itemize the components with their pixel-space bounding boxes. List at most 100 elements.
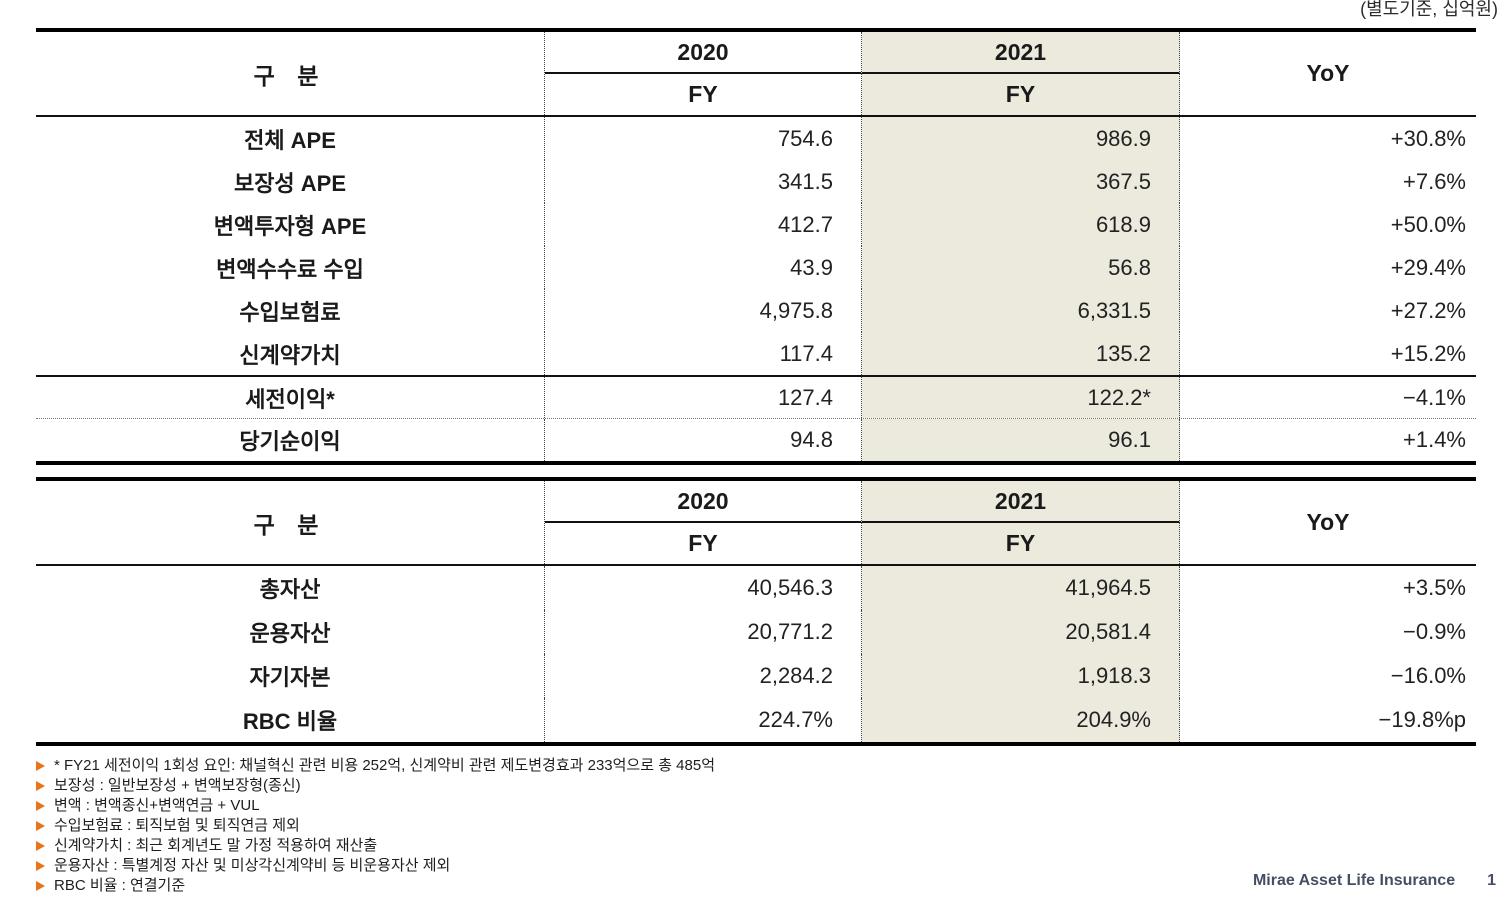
table-row: RBC 비율 224.7% 204.9% −19.8%p — [36, 698, 1476, 742]
header-year-2021: 2021 — [862, 481, 1180, 523]
value-2020: 412.7 — [545, 203, 862, 246]
bullet-triangle-icon — [36, 840, 45, 851]
performance-table: 구 분 2020 2021 YoY FY FY 전체 APE 754.6 986… — [36, 28, 1476, 465]
table-row: 총자산 40,546.3 41,964.5 +3.5% — [36, 566, 1476, 610]
table-row: 신계약가치 117.4 135.2 +15.2% — [36, 332, 1476, 375]
footnote-text: 신계약가치 : 최근 회계년도 말 가정 적용하여 재산출 — [54, 837, 378, 854]
table-row: 자기자본 2,284.2 1,918.3 −16.0% — [36, 654, 1476, 698]
footnote-text: 운용자산 : 특별계정 자산 및 미상각신계약비 등 비운용자산 제외 — [54, 857, 451, 874]
value-2021: 367.5 — [862, 160, 1180, 203]
row-label: 세전이익* — [36, 377, 545, 418]
value-yoy: −0.9% — [1403, 619, 1466, 644]
header-year-2021: 2021 — [862, 32, 1180, 74]
value-2020: 224.7% — [545, 698, 862, 742]
performance-table-header: 구 분 2020 2021 YoY FY FY — [36, 32, 1476, 117]
footnote-item: 변액 : 변액종신+변액연금 + VUL — [36, 798, 715, 814]
footnote-text: RBC 비율 : 연결기준 — [54, 877, 186, 894]
value-2021: 20,581.4 — [862, 610, 1180, 654]
footnote-text: 변액 : 변액종신+변액연금 + VUL — [54, 797, 260, 814]
footnote-item: * FY21 세전이익 1회성 요인: 채널혁신 관련 비용 252억, 신계약… — [36, 758, 715, 774]
value-yoy: −4.1% — [1403, 384, 1466, 410]
value-2020: 117.4 — [545, 332, 862, 375]
table-row: 변액수수료 수입 43.9 56.8 +29.4% — [36, 246, 1476, 289]
value-2021: 41,964.5 — [862, 566, 1180, 610]
value-2021: 96.1 — [862, 419, 1180, 461]
header-yoy: YoY — [1306, 509, 1350, 535]
row-label: RBC 비율 — [36, 698, 545, 742]
header-yoy: YoY — [1306, 60, 1350, 86]
value-2020: 94.8 — [545, 419, 862, 461]
bullet-triangle-icon — [36, 800, 45, 811]
bullet-triangle-icon — [36, 860, 45, 871]
unit-note: (별도기준, 십억원) — [1360, 0, 1498, 19]
page-number: 1 — [1487, 872, 1496, 889]
value-2021: 56.8 — [862, 246, 1180, 289]
bullet-triangle-icon — [36, 880, 45, 891]
value-yoy: −19.8%p — [1378, 707, 1466, 732]
row-label: 수입보험료 — [36, 289, 545, 332]
value-2020: 43.9 — [545, 246, 862, 289]
row-label: 운용자산 — [36, 610, 545, 654]
row-label: 신계약가치 — [36, 332, 545, 375]
table-row: 변액투자형 APE 412.7 618.9 +50.0% — [36, 203, 1476, 246]
table-row: 수입보험료 4,975.8 6,331.5 +27.2% — [36, 289, 1476, 332]
value-yoy: +7.6% — [1403, 168, 1466, 194]
value-2021: 122.2* — [862, 377, 1180, 418]
value-2020: 127.4 — [545, 377, 862, 418]
value-2021: 1,918.3 — [862, 654, 1180, 698]
header-fy-2020: FY — [545, 74, 862, 115]
table-row: 전체 APE 754.6 986.9 +30.8% — [36, 117, 1476, 160]
value-2020: 40,546.3 — [545, 566, 862, 610]
value-2021: 135.2 — [862, 332, 1180, 375]
value-2021: 618.9 — [862, 203, 1180, 246]
bullet-triangle-icon — [36, 780, 45, 791]
footnote-item: 운용자산 : 특별계정 자산 및 미상각신계약비 등 비운용자산 제외 — [36, 858, 715, 874]
bullet-triangle-icon — [36, 760, 45, 771]
row-label: 당기순이익 — [36, 419, 545, 461]
footnote-item: 수입보험료 : 퇴직보험 및 퇴직연금 제외 — [36, 818, 715, 834]
footnote-item: RBC 비율 : 연결기준 — [36, 878, 715, 894]
company-name: Mirae Asset Life Insurance — [1252, 872, 1456, 889]
footnote-text: 수입보험료 : 퇴직보험 및 퇴직연금 제외 — [54, 817, 300, 834]
value-2020: 2,284.2 — [545, 654, 862, 698]
header-category: 구 분 — [36, 481, 545, 564]
value-yoy: +27.2% — [1390, 297, 1466, 323]
footnote-item: 보장성 : 일반보장성 + 변액보장형(종신) — [36, 778, 715, 794]
balance-table-header: 구 분 2020 2021 YoY FY FY — [36, 481, 1476, 566]
value-yoy: +15.2% — [1390, 340, 1466, 366]
header-category: 구 분 — [36, 32, 545, 115]
footnote-item: 신계약가치 : 최근 회계년도 말 가정 적용하여 재산출 — [36, 838, 715, 854]
row-label: 전체 APE — [36, 117, 545, 160]
value-yoy: +50.0% — [1390, 211, 1466, 237]
value-yoy: +29.4% — [1390, 254, 1466, 280]
header-year-2020: 2020 — [545, 481, 862, 523]
row-label: 총자산 — [36, 566, 545, 610]
value-2020: 4,975.8 — [545, 289, 862, 332]
table-row: 세전이익* 127.4 122.2* −4.1% — [36, 375, 1476, 418]
value-2020: 341.5 — [545, 160, 862, 203]
value-2021: 986.9 — [862, 117, 1180, 160]
bullet-triangle-icon — [36, 820, 45, 831]
value-2021: 204.9% — [862, 698, 1180, 742]
row-label: 자기자본 — [36, 654, 545, 698]
footnote-text: 보장성 : 일반보장성 + 변액보장형(종신) — [54, 777, 301, 794]
row-label: 보장성 APE — [36, 160, 545, 203]
header-year-2020: 2020 — [545, 32, 862, 74]
table-row: 당기순이익 94.8 96.1 +1.4% — [36, 418, 1476, 461]
table-row: 운용자산 20,771.2 20,581.4 −0.9% — [36, 610, 1476, 654]
header-fy-2021: FY — [862, 74, 1180, 115]
value-2021: 6,331.5 — [862, 289, 1180, 332]
footnotes: * FY21 세전이익 1회성 요인: 채널혁신 관련 비용 252억, 신계약… — [36, 758, 715, 898]
value-2020: 20,771.2 — [545, 610, 862, 654]
header-fy-2020: FY — [545, 523, 862, 564]
header-fy-2021: FY — [862, 523, 1180, 564]
row-label: 변액수수료 수입 — [36, 246, 545, 289]
value-yoy: +3.5% — [1403, 575, 1466, 600]
balance-table: 구 분 2020 2021 YoY FY FY 총자산 40,546.3 41,… — [36, 477, 1476, 746]
page-footer: Mirae Asset Life Insurance 1 — [1253, 872, 1496, 890]
footnote-text: * FY21 세전이익 1회성 요인: 채널혁신 관련 비용 252억, 신계약… — [54, 757, 715, 774]
row-label: 변액투자형 APE — [36, 203, 545, 246]
value-yoy: +30.8% — [1390, 125, 1466, 151]
value-yoy: −16.0% — [1390, 663, 1466, 688]
